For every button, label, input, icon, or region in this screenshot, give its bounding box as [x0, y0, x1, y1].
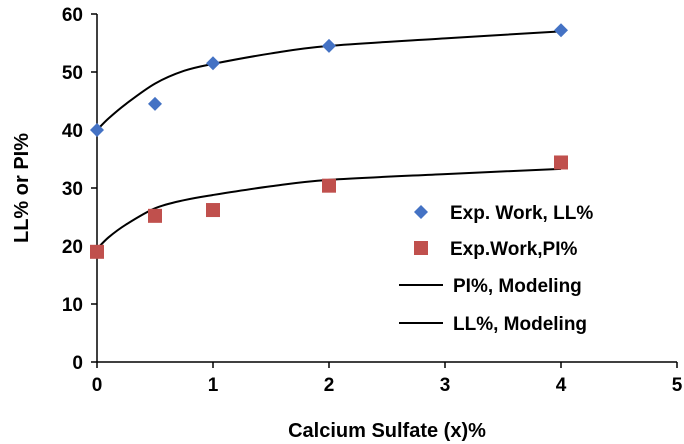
- y-axis-title: LL% or PI%: [11, 133, 33, 243]
- data-point: [206, 56, 220, 71]
- y-tick-label: 10: [62, 295, 83, 316]
- legend-label: Exp.Work,PI%: [450, 239, 578, 260]
- legend-label: PI%, Modeling: [453, 276, 582, 297]
- x-tick-label: 0: [92, 375, 103, 396]
- legend-symbol: [414, 241, 428, 255]
- y-tick-label: 50: [62, 63, 83, 84]
- data-point: [322, 178, 336, 193]
- y-tick-label: 60: [62, 5, 83, 26]
- legend: Exp. Work, LL% Exp.Work,PI% PI%, Modeling L…: [399, 203, 593, 335]
- data-point: [148, 208, 162, 223]
- data-point: [554, 155, 568, 170]
- data-point: [148, 96, 162, 111]
- model-line-2: [96, 167, 562, 250]
- x-tick-label: 2: [324, 375, 335, 396]
- y-tick-label: 40: [62, 121, 83, 142]
- legend-label: Exp. Work, LL%: [450, 203, 593, 224]
- axes: [96, 14, 677, 363]
- legend-label: LL%, Modeling: [453, 314, 587, 335]
- data-point: [322, 38, 336, 53]
- y-tick-label: 20: [62, 237, 83, 258]
- x-tick-label: 4: [556, 375, 567, 396]
- x-tick-label: 1: [208, 375, 219, 396]
- legend-symbol: [414, 205, 428, 219]
- x-tick-label: 5: [672, 375, 683, 396]
- data-point: [554, 23, 568, 38]
- data-point: [90, 244, 104, 259]
- x-tick-label: 3: [440, 375, 451, 396]
- x-axis-title: Calcium Sulfate (x)%: [288, 420, 486, 442]
- y-tick-label: 0: [72, 353, 83, 374]
- data-point: [206, 203, 220, 218]
- series-markers: [90, 23, 568, 259]
- y-tick-label: 30: [62, 179, 83, 200]
- data-point: [90, 123, 104, 137]
